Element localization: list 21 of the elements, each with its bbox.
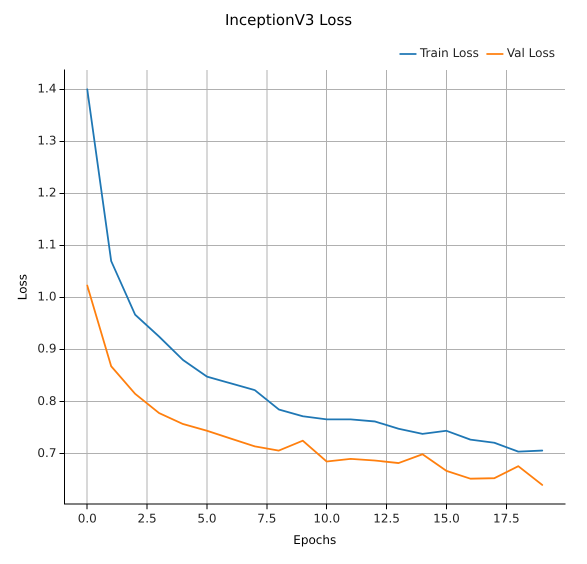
x-tick-label: 15.0 — [433, 512, 460, 526]
y-tick-label: 1.4 — [37, 81, 56, 96]
y-tick-label: 1.0 — [37, 290, 56, 304]
x-tick-label: 0.0 — [78, 512, 97, 526]
y-tick-label: 0.7 — [37, 446, 56, 460]
y-tick-label: 0.9 — [37, 342, 56, 356]
y-tick-label: 1.1 — [37, 238, 56, 252]
y-tick-label: 1.2 — [37, 186, 56, 200]
x-tick-label: 10.0 — [313, 512, 340, 526]
chart-title: InceptionV3 Loss — [224, 10, 352, 29]
x-tick-label: 12.5 — [373, 512, 400, 526]
x-tick-label: 2.5 — [138, 512, 157, 526]
y-tick-label: 0.8 — [37, 394, 56, 408]
x-tick-label: 5.0 — [197, 512, 217, 526]
y-axis-title: Loss — [15, 274, 30, 300]
legend-label: Val Loss — [506, 46, 556, 60]
x-tick-label: 17.5 — [492, 512, 520, 526]
legend-label: Train Loss — [418, 46, 479, 60]
x-axis-title: Epochs — [293, 532, 336, 547]
x-tick-label: 7.5 — [257, 512, 276, 526]
y-tick-label: 1.3 — [37, 133, 56, 148]
